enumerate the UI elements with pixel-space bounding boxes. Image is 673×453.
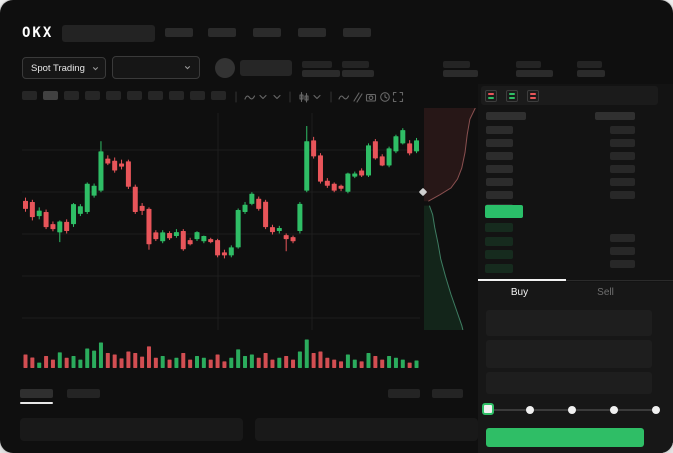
orderbook-ask-amount[interactable] [610,152,635,160]
timeframe-chip[interactable] [190,91,205,100]
orderbook-ask-amount[interactable] [610,165,635,173]
chevron-down-icon [91,64,100,73]
orderbook-bid-amount[interactable] [610,247,635,255]
timeframe-chip[interactable] [64,91,79,100]
chevron-down-icon[interactable] [311,90,323,102]
bottom-tab[interactable] [67,389,100,398]
orderbook-ask-amount[interactable] [610,191,635,199]
stat-label-placeholder [443,61,470,68]
order-form-field[interactable] [486,310,652,336]
orderbook-view-bids-icon[interactable] [506,90,518,102]
volume-histogram[interactable] [22,336,420,368]
orderbook-header-placeholder [486,112,526,120]
orderbook-bid-amount[interactable] [610,234,635,242]
orderbook-ask-row[interactable] [486,178,513,186]
orderbook-bid-row[interactable] [485,250,513,259]
orderbook-ask-row[interactable] [486,139,513,147]
orderbook-toolbar [481,86,658,105]
tab-sell[interactable]: Sell [597,287,614,298]
active-tab-indicator [478,279,566,281]
orderbook-header-placeholder [595,112,635,120]
bottom-panel [255,418,478,441]
candles-icon[interactable] [298,90,310,103]
submit-order-button[interactable] [486,428,644,447]
orderbook-bid-row[interactable] [485,263,513,273]
orderbook-view-asks-icon[interactable] [527,90,539,102]
orderbook-ask-amount[interactable] [610,139,635,147]
orderbook-bid-row[interactable] [485,223,513,232]
orderbook-ask-amount[interactable] [610,178,635,186]
timeframe-chip[interactable] [148,91,163,100]
bottom-action-placeholder[interactable] [432,389,463,398]
timeframe-chip[interactable] [127,91,142,100]
stat-label-placeholder [516,61,541,68]
separator-icon [325,90,337,103]
orderbook-ask-amount[interactable] [610,126,635,134]
nav-item-placeholder[interactable] [298,28,326,37]
coin-avatar [215,58,235,78]
nav-item-placeholder[interactable] [165,28,193,37]
slider-stop-dot[interactable] [526,406,534,414]
slider-stop-dot[interactable] [610,406,618,414]
amount-slider-handle[interactable] [482,403,494,415]
candlestick-chart[interactable] [22,113,420,330]
orderbook-ask-row[interactable] [486,126,513,134]
fullscreen-icon[interactable] [392,90,404,103]
orderbook-ask-row[interactable] [486,191,513,199]
timeframe-chip[interactable] [22,91,37,100]
stat-value-placeholder [302,70,340,77]
okx-logo[interactable]: OKX [22,25,54,41]
pair-name-placeholder [240,60,292,76]
last-price-pill[interactable] [485,205,523,218]
orderbook-bid-amount[interactable] [610,260,635,268]
separator-icon [230,90,242,103]
market-type-label: Spot Trading [31,62,85,74]
depth-chart[interactable] [424,108,478,330]
clock-icon[interactable] [379,90,391,102]
chevron-down-icon[interactable] [257,90,269,102]
bottom-tab-active[interactable] [20,389,53,398]
orderbook-view-both-icon[interactable] [485,90,497,102]
tabs-divider [478,280,673,281]
timeframe-chip[interactable] [85,91,100,100]
timeframe-chip[interactable] [211,91,226,100]
nav-search-placeholder[interactable] [62,25,155,42]
stat-value-placeholder [577,70,605,77]
slider-stop-dot[interactable] [652,406,660,414]
bottom-tab-underline [20,402,53,404]
market-type-selector[interactable]: Spot Trading [22,57,106,79]
stat-value-placeholder [516,70,553,77]
nav-item-placeholder[interactable] [253,28,281,37]
stat-value-placeholder [342,70,374,77]
camera-icon[interactable] [365,90,377,102]
nav-item-placeholder[interactable] [208,28,236,37]
orderbook-ask-row[interactable] [486,165,513,173]
pair-selector[interactable] [112,56,200,79]
stat-label-placeholder [342,61,369,68]
timeframe-chip[interactable] [106,91,121,100]
slider-stop-dot[interactable] [568,406,576,414]
chevron-down-icon [183,63,192,72]
wave-icon[interactable] [338,90,350,102]
nav-item-placeholder[interactable] [343,28,371,37]
timeframe-chip[interactable] [43,91,58,100]
wave-icon[interactable] [243,90,256,102]
stat-label-placeholder [302,61,332,68]
timeframe-chip[interactable] [169,91,184,100]
tab-buy[interactable]: Buy [510,287,529,298]
stat-label-placeholder [577,61,602,68]
stat-value-placeholder [443,70,478,77]
orderbook-bid-row[interactable] [485,236,513,246]
order-form-field[interactable] [486,340,652,368]
slashes-icon[interactable] [352,90,364,103]
order-form-field[interactable] [486,372,652,394]
orderbook-ask-row[interactable] [486,152,513,160]
separator-icon [284,90,296,103]
bottom-panel [20,418,243,441]
chevron-down-icon[interactable] [271,90,283,102]
bottom-action-placeholder[interactable] [388,389,420,398]
